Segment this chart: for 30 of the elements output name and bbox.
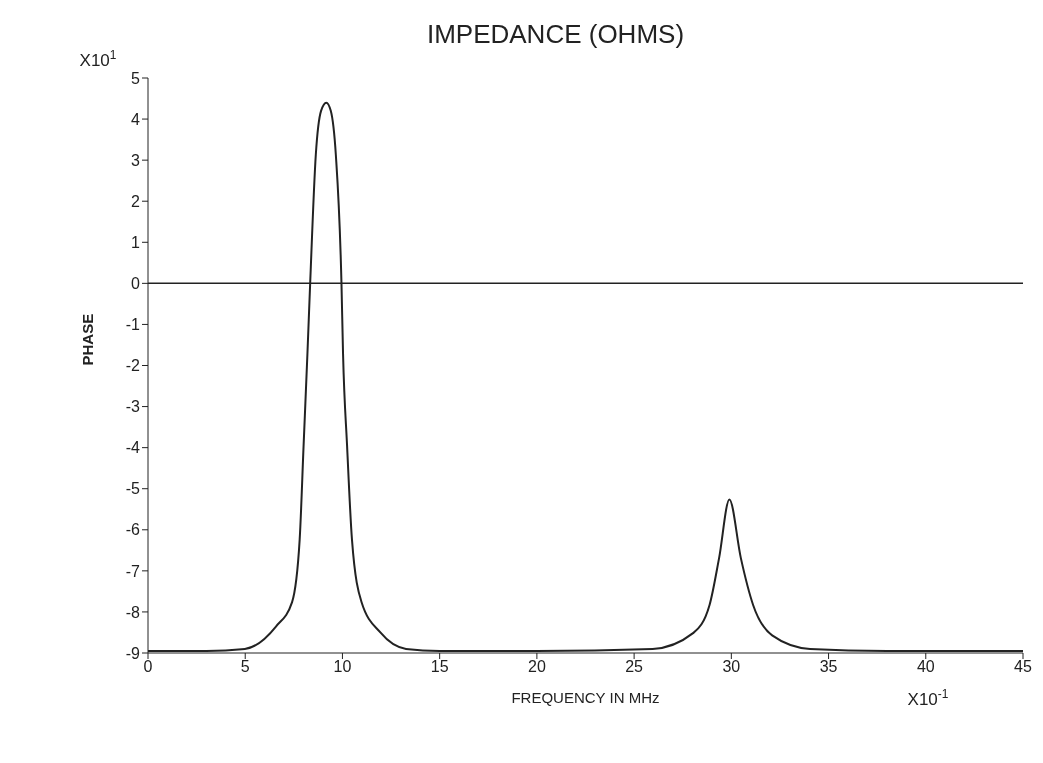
y-tick-label: 2 [131, 192, 141, 210]
y-tick-label: 0 [131, 275, 141, 293]
x-tick-label: 45 [1014, 658, 1032, 676]
y-axis-title: PHASE [79, 313, 97, 366]
y-tick-label: -6 [125, 521, 141, 539]
x-tick-label: 10 [333, 658, 352, 676]
y-tick-label: -7 [125, 562, 141, 580]
y-tick-label: 5 [131, 69, 141, 87]
y-tick-label: -5 [125, 480, 141, 498]
text: X10$^{-1}$ [907, 687, 949, 709]
y-tick-label: -3 [125, 398, 141, 416]
y-tick-label: -9 [125, 644, 141, 662]
y-tick-label: -2 [125, 357, 141, 375]
x-tick-label: 35 [819, 658, 838, 676]
x-tick-label: 25 [625, 658, 644, 676]
x-tick-label: 20 [527, 658, 546, 676]
y-tick-label: 4 [131, 110, 141, 128]
x-axis-title: FREQUENCY IN MHz [511, 689, 660, 706]
text: X10$^{1}$ [79, 48, 117, 70]
y-tick-label: -1 [125, 316, 141, 334]
y-tick-label: 1 [131, 233, 141, 251]
x-tick-label: 0 [143, 658, 153, 676]
y-tick-label: -4 [125, 439, 141, 457]
x-tick-label: 40 [916, 658, 935, 676]
y-tick-label: 3 [131, 151, 141, 169]
x-tick-label: 5 [240, 658, 250, 676]
y-tick-label: -8 [125, 603, 141, 621]
x-tick-label: 30 [722, 658, 741, 676]
chart-title: IMPEDANCE (OHMS) [426, 19, 685, 49]
x-tick-label: 15 [430, 658, 449, 676]
